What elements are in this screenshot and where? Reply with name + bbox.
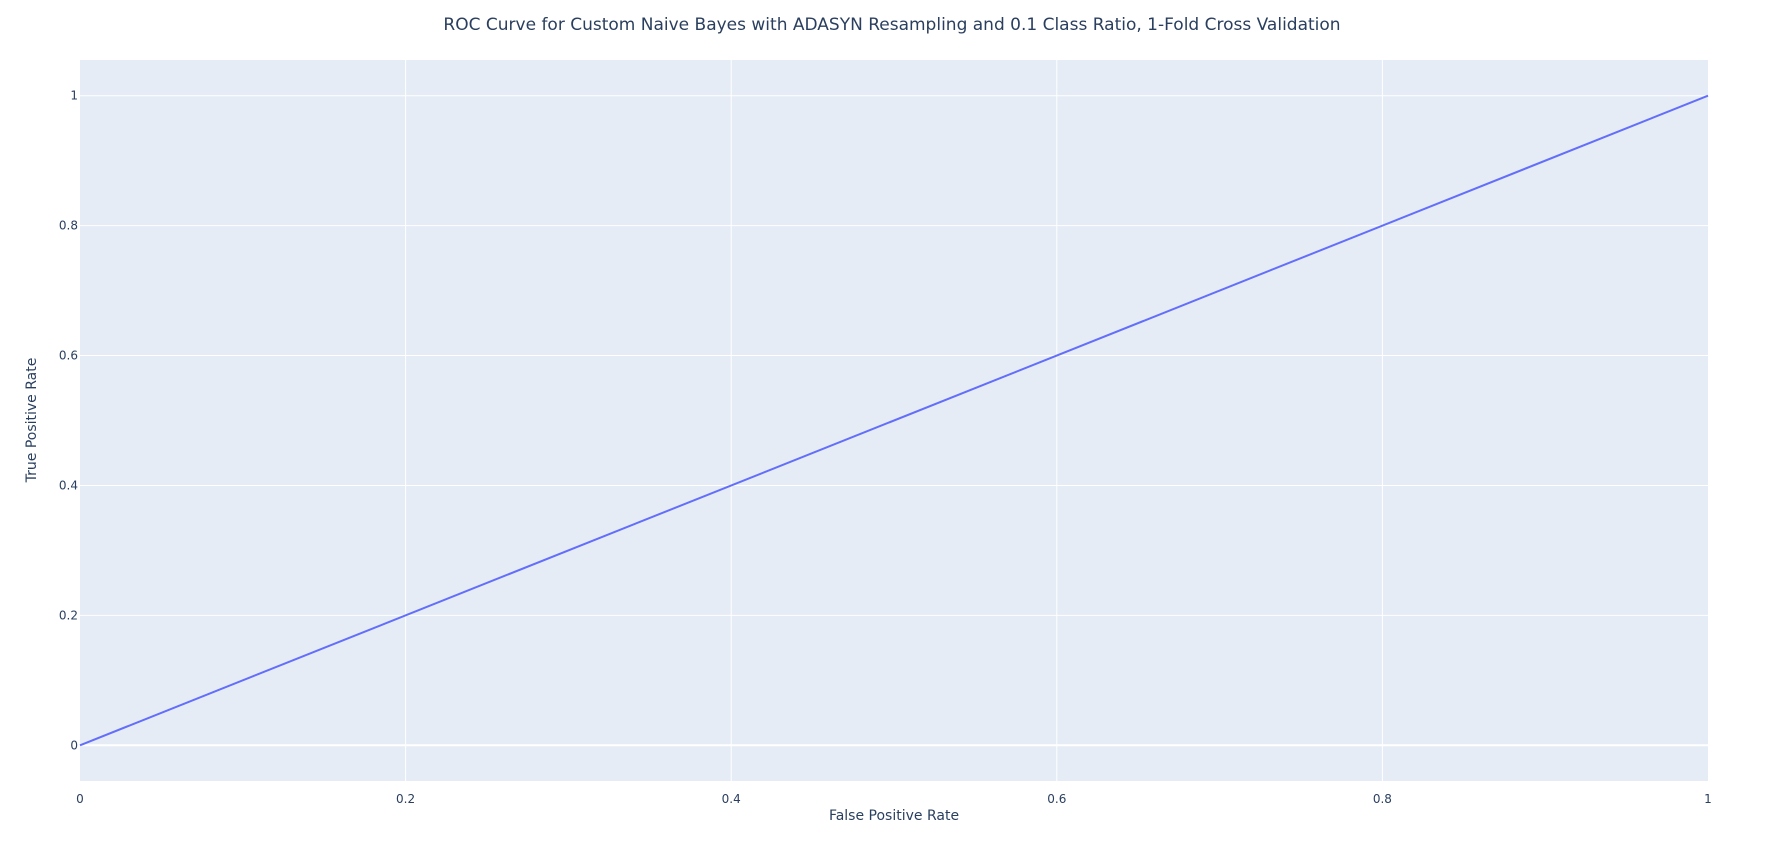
x-tick-label: 0.8 [1373,792,1392,806]
y-tick-labels: 0 0.2 0.4 0.6 0.8 1 [59,89,78,753]
grid-lines [80,60,1708,781]
x-tick-labels: 0 0.2 0.4 0.6 0.8 1 [76,792,1712,806]
x-tick-label: 0.4 [722,792,741,806]
x-tick-label: 0.6 [1047,792,1066,806]
x-tick-label: 0.2 [396,792,415,806]
x-tick-label: 1 [1704,792,1712,806]
chart-title: ROC Curve for Custom Naive Bayes with AD… [443,15,1340,35]
y-tick-label: 1 [70,89,78,103]
y-tick-label: 0.2 [59,608,78,622]
series-group [79,94,1709,747]
y-tick-label: 0 [70,738,78,752]
y-axis-title: True Positive Rate [24,358,40,484]
x-axis-title: False Positive Rate [829,808,959,824]
y-tick-label: 0.4 [59,478,78,492]
y-tick-label: 0.8 [59,219,78,233]
roc-curve-line [79,94,1709,747]
y-tick-label: 0.6 [59,349,78,363]
x-tick-label: 0 [76,792,84,806]
